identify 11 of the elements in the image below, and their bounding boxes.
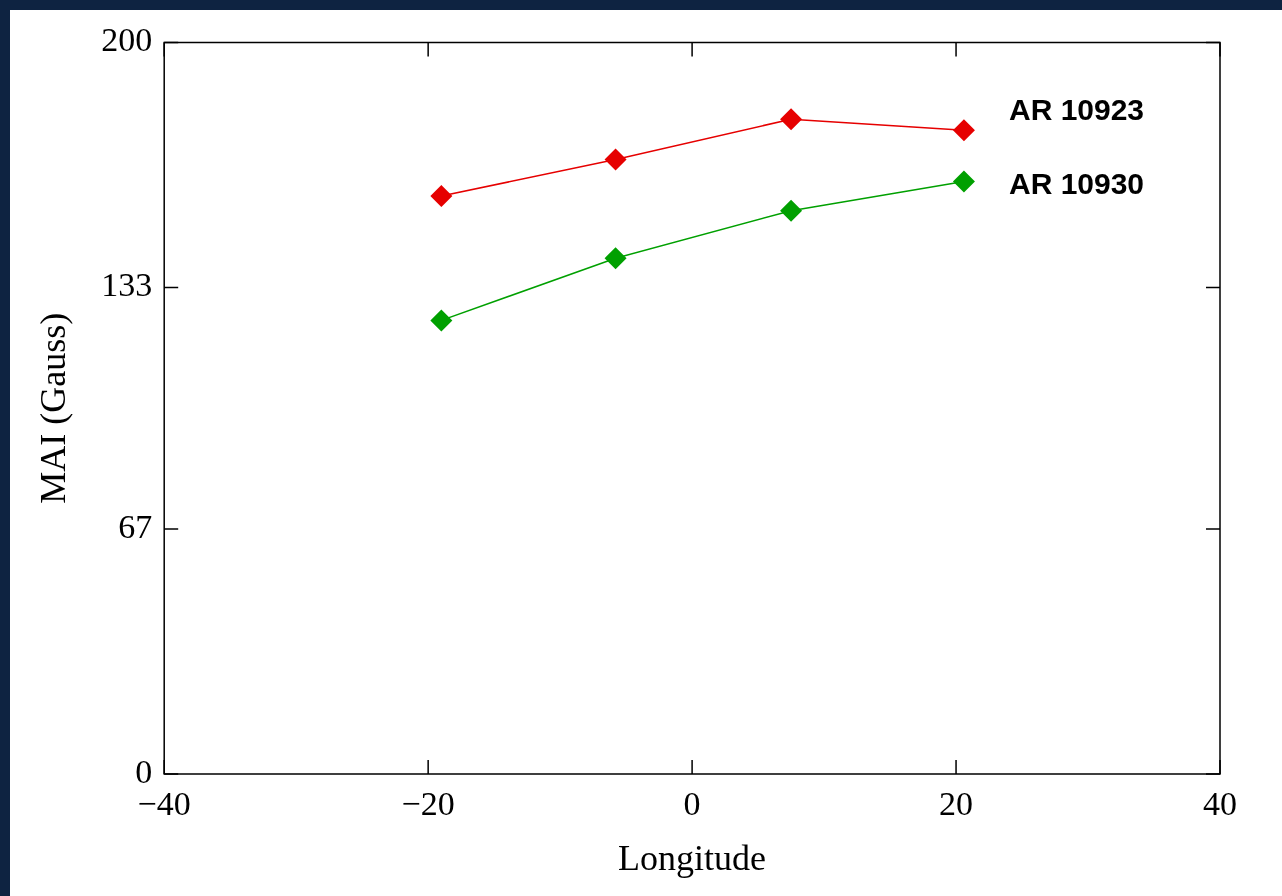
x-tick-label: 40 (1203, 785, 1237, 823)
y-axis-title: MAI (Gauss) (33, 312, 74, 504)
x-tick-label: 20 (939, 785, 974, 823)
series-label: AR 10930 (1008, 166, 1145, 200)
y-tick-label: 67 (118, 507, 153, 545)
y-tick-label: 133 (101, 266, 153, 304)
y-tick-label: 200 (101, 21, 153, 59)
series-label: AR 10923 (1008, 93, 1145, 127)
x-axis-title: Longitude (618, 837, 767, 878)
x-tick-label: −20 (401, 785, 455, 823)
x-tick-label: 0 (683, 785, 701, 823)
